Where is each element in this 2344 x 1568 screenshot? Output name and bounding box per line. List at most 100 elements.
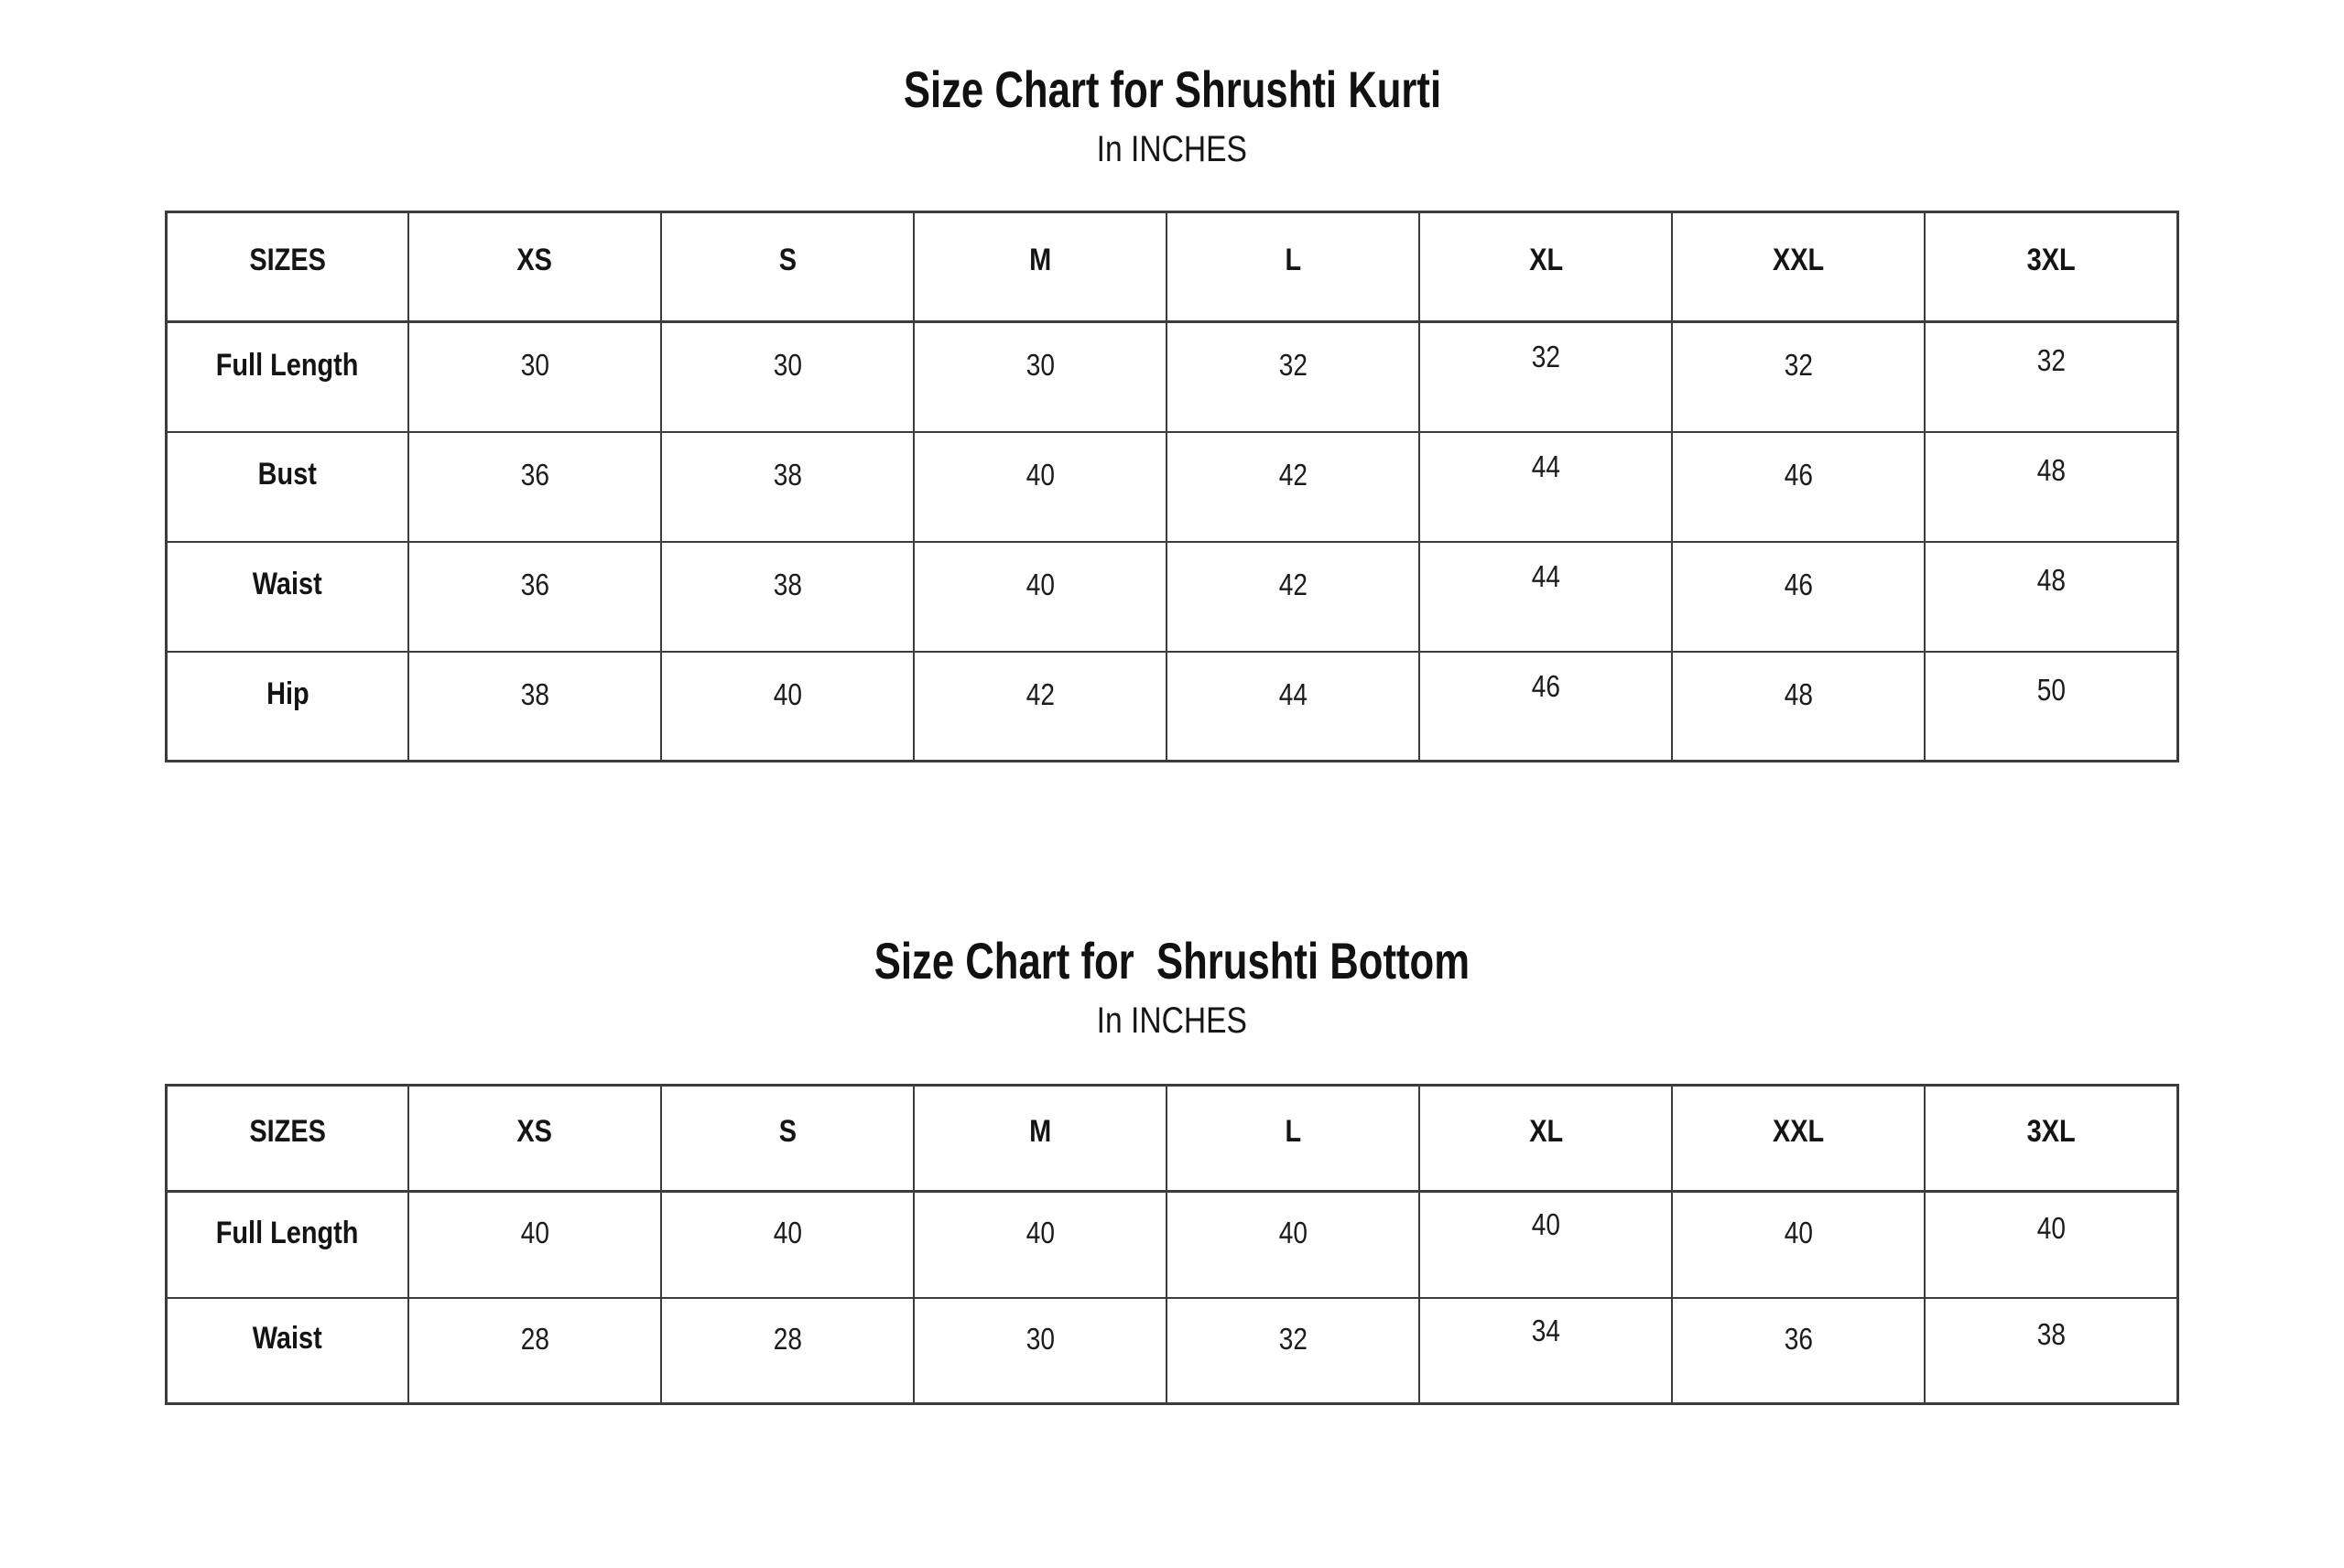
cell-text: L	[1285, 243, 1302, 278]
size-value-cell: 40	[1166, 1190, 1421, 1299]
cell-text: Full Length	[216, 1215, 359, 1250]
kurti-chart-title: Size Chart for Shrushti Kurti	[0, 60, 2344, 119]
bottom-size-chart-section: Size Chart for Shrushti Bottom In INCHES…	[0, 932, 2344, 1406]
cell-text: S	[778, 1114, 797, 1150]
kurti-size-chart-section: Size Chart for Shrushti Kurti In INCHES …	[0, 60, 2344, 763]
size-value-cell: 30	[913, 320, 1168, 433]
cell-text: M	[1029, 243, 1052, 278]
size-value-cell: 46	[1671, 430, 1926, 543]
size-value-cell: 44	[1166, 650, 1421, 762]
table-row: Full Length 40 40 40 40 40 40 40	[165, 1190, 2179, 1299]
cell-text: M	[1029, 1114, 1052, 1150]
table-row: Waist 36 38 40 42 44 46 48	[165, 540, 2179, 653]
size-value-cell: 40	[1671, 1190, 1926, 1299]
cell-text: 46	[1531, 668, 1560, 703]
size-value-cell: 30	[407, 320, 663, 433]
size-value-cell: 36	[1671, 1296, 1926, 1405]
size-column-header: XL	[1418, 1084, 1674, 1193]
cell-text: SIZES	[249, 243, 326, 278]
size-value-cell: 36	[407, 430, 663, 543]
size-value-cell: 38	[660, 540, 916, 653]
size-value-cell: 32	[1166, 320, 1421, 433]
size-column-header: L	[1166, 211, 1421, 323]
kurti-chart-subtitle-text: In INCHES	[1096, 129, 1248, 170]
size-value-cell: 44	[1418, 540, 1674, 653]
cell-text: 40	[520, 1216, 549, 1250]
measurement-row-label: Full Length	[165, 320, 409, 433]
header-row: SIZES XS S M L XL XXL 3XL	[165, 211, 2179, 323]
size-column-header: XL	[1418, 211, 1674, 323]
bottom-chart-title-text: Size Chart for Shrushti Bottom	[874, 932, 1470, 989]
cell-text: XL	[1528, 1114, 1563, 1150]
cell-text: Hip	[266, 676, 309, 712]
kurti-chart-subtitle: In INCHES	[0, 128, 2344, 170]
size-value-cell: 32	[1418, 320, 1674, 433]
cell-text: XL	[1528, 243, 1563, 278]
cell-text: XXL	[1773, 243, 1825, 278]
cell-text: 50	[2036, 672, 2066, 707]
cell-text: 32	[1531, 340, 1560, 374]
cell-text: 36	[520, 457, 549, 492]
size-column-header: XXL	[1671, 211, 1926, 323]
cell-text: 32	[2036, 343, 2066, 378]
cell-text: 40	[1026, 457, 1055, 492]
size-value-cell: 40	[660, 650, 916, 762]
size-value-cell: 38	[660, 430, 916, 543]
size-value-cell: 50	[1924, 650, 2179, 762]
cell-text: 30	[773, 348, 802, 383]
cell-text: 40	[1026, 567, 1055, 601]
cell-text: 44	[1531, 558, 1560, 593]
cell-text: 32	[1278, 1321, 1308, 1356]
size-value-cell: 42	[1166, 430, 1421, 543]
size-column-header: M	[913, 1084, 1168, 1193]
measurement-row-label: Hip	[165, 650, 409, 762]
cell-text: 36	[1784, 1321, 1813, 1356]
cell-text: SIZES	[249, 1114, 326, 1150]
bottom-chart-subtitle-text: In INCHES	[1096, 1000, 1248, 1042]
cell-text: 44	[1531, 449, 1560, 483]
size-value-cell: 46	[1418, 650, 1674, 762]
corner-header-sizes: SIZES	[165, 1084, 409, 1193]
size-value-cell: 40	[913, 430, 1168, 543]
size-value-cell: 44	[1418, 430, 1674, 543]
cell-text: 30	[520, 348, 549, 383]
cell-text: 48	[1784, 676, 1813, 711]
cell-text: 42	[1278, 457, 1308, 492]
cell-text: 40	[1784, 1216, 1813, 1250]
size-value-cell: 40	[913, 540, 1168, 653]
table-row: Hip 38 40 42 44 46 48 50	[165, 650, 2179, 762]
size-value-cell: 40	[1418, 1190, 1674, 1299]
cell-text: L	[1285, 1114, 1302, 1150]
cell-text: 3XL	[2026, 243, 2076, 278]
size-value-cell: 28	[660, 1296, 916, 1405]
size-value-cell: 38	[1924, 1296, 2179, 1405]
cell-text: 40	[1278, 1216, 1308, 1250]
corner-header-sizes: SIZES	[165, 211, 409, 323]
size-value-cell: 48	[1671, 650, 1926, 762]
cell-text: 32	[1278, 348, 1308, 383]
cell-text: 44	[1278, 676, 1308, 711]
cell-text: 40	[2036, 1211, 2066, 1246]
cell-text: Waist	[252, 1321, 322, 1357]
cell-text: 48	[2036, 562, 2066, 597]
cell-text: Waist	[252, 567, 322, 602]
cell-text: Bust	[257, 457, 318, 492]
size-value-cell: 32	[1671, 320, 1926, 433]
size-value-cell: 40	[1924, 1190, 2179, 1299]
size-column-header: XS	[407, 1084, 663, 1193]
size-value-cell: 34	[1418, 1296, 1674, 1405]
cell-text: 32	[1784, 348, 1813, 383]
cell-text: 38	[773, 457, 802, 492]
size-value-cell: 48	[1924, 540, 2179, 653]
cell-text: Full Length	[216, 347, 359, 383]
cell-text: 40	[1026, 1216, 1055, 1250]
size-value-cell: 30	[913, 1296, 1168, 1405]
cell-text: S	[778, 243, 797, 278]
cell-text: 34	[1531, 1313, 1560, 1347]
cell-text: XS	[516, 1114, 553, 1150]
size-value-cell: 48	[1924, 430, 2179, 543]
kurti-chart-title-text: Size Chart for Shrushti Kurti	[903, 60, 1441, 118]
size-column-header: 3XL	[1924, 1084, 2179, 1193]
size-value-cell: 40	[913, 1190, 1168, 1299]
size-value-cell: 42	[1166, 540, 1421, 653]
